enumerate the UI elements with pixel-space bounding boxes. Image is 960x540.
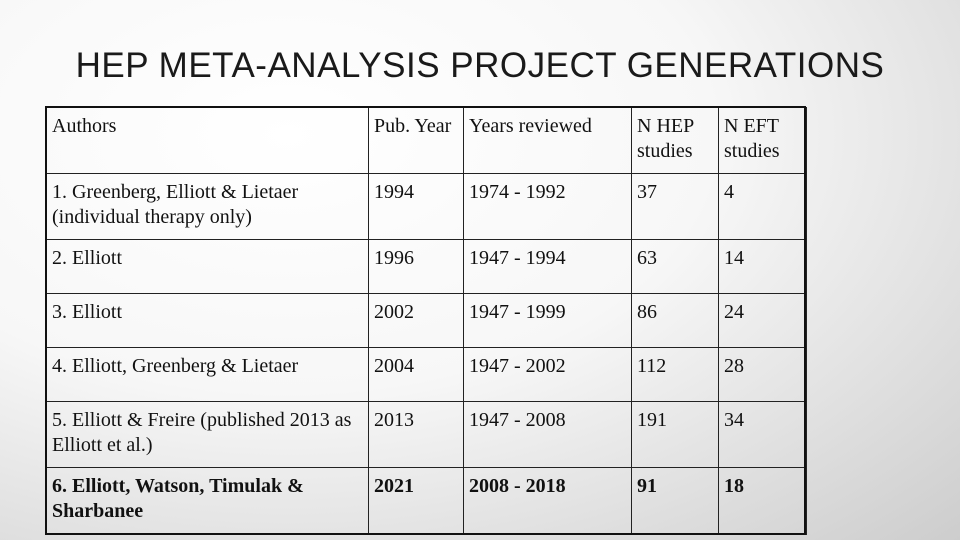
column-header-n-eft: N EFT studies [718, 107, 807, 174]
table-row: 4. Elliott, Greenberg & Lietaer 2004 194… [46, 347, 807, 402]
cell-n-eft: 18 [718, 467, 807, 535]
cell-pub-year: 1996 [368, 239, 464, 294]
column-header-authors: Authors [46, 107, 369, 174]
cell-years-reviewed: 1947 - 1999 [463, 293, 632, 348]
cell-n-hep: 91 [631, 467, 719, 535]
table-row-highlighted: 6. Elliott, Watson, Timulak & Sharbanee … [46, 467, 807, 535]
table-header-row: Authors Pub. Year Years reviewed N HEP s… [46, 107, 807, 174]
table-row: 1. Greenberg, Elliott & Lietaer (individ… [46, 173, 807, 240]
cell-n-eft: 24 [718, 293, 807, 348]
cell-authors: 3. Elliott [46, 293, 369, 348]
cell-n-eft: 14 [718, 239, 807, 294]
cell-authors: 5. Elliott & Freire (published 2013 as E… [46, 401, 369, 468]
cell-n-eft: 28 [718, 347, 807, 402]
cell-n-hep: 112 [631, 347, 719, 402]
cell-n-hep: 86 [631, 293, 719, 348]
cell-n-hep: 63 [631, 239, 719, 294]
cell-n-eft: 4 [718, 173, 807, 240]
cell-n-hep: 191 [631, 401, 719, 468]
cell-pub-year: 2002 [368, 293, 464, 348]
table-row: 3. Elliott 2002 1947 - 1999 86 24 [46, 293, 807, 348]
column-header-years-reviewed: Years reviewed [463, 107, 632, 174]
cell-pub-year: 2021 [368, 467, 464, 535]
cell-years-reviewed: 1947 - 2008 [463, 401, 632, 468]
cell-pub-year: 2013 [368, 401, 464, 468]
cell-years-reviewed: 2008 - 2018 [463, 467, 632, 535]
cell-years-reviewed: 1947 - 1994 [463, 239, 632, 294]
column-header-pub-year: Pub. Year [368, 107, 464, 174]
cell-authors: 1. Greenberg, Elliott & Lietaer (individ… [46, 173, 369, 240]
cell-years-reviewed: 1974 - 1992 [463, 173, 632, 240]
cell-authors: 2. Elliott [46, 239, 369, 294]
cell-n-eft: 34 [718, 401, 807, 468]
cell-authors: 6. Elliott, Watson, Timulak & Sharbanee [46, 467, 369, 535]
cell-n-hep: 37 [631, 173, 719, 240]
cell-pub-year: 1994 [368, 173, 464, 240]
meta-analysis-table: Authors Pub. Year Years reviewed N HEP s… [46, 107, 807, 535]
table-row: 5. Elliott & Freire (published 2013 as E… [46, 401, 807, 468]
slide-title: HEP META-ANALYSIS PROJECT GENERATIONS [75, 46, 885, 85]
cell-pub-year: 2004 [368, 347, 464, 402]
table-row: 2. Elliott 1996 1947 - 1994 63 14 [46, 239, 807, 294]
column-header-n-hep: N HEP studies [631, 107, 719, 174]
cell-years-reviewed: 1947 - 2002 [463, 347, 632, 402]
cell-authors: 4. Elliott, Greenberg & Lietaer [46, 347, 369, 402]
